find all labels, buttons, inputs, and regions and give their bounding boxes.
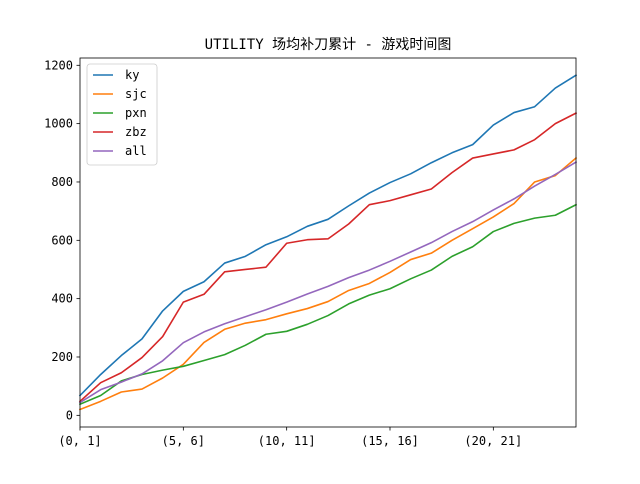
legend: ky sjc pxn zbz all [86, 63, 158, 166]
series-line-zbz [78, 112, 578, 403]
x-tick-label: (5, 6] [162, 434, 205, 448]
legend-label-zbz: zbz [125, 125, 147, 139]
legend-label-ky: ky [125, 68, 139, 82]
axes: 0 200 400 600 800 1000 1200 (0, 1] (5, 6] (10, 11… [44, 57, 577, 448]
x-tick-label: (0, 1] [58, 434, 101, 448]
y-tick-label: 400 [51, 292, 73, 306]
y-tick-label: 200 [51, 350, 73, 364]
legend-label-sjc: sjc [125, 87, 147, 101]
y-tick-label: 0 [66, 408, 73, 422]
x-tick-label: (10, 11] [258, 434, 316, 448]
x-tick-label: (15, 16] [361, 434, 419, 448]
series-line-pxn [78, 203, 578, 406]
plot-frame [79, 57, 577, 428]
series-line-ky [78, 74, 578, 397]
series-line-sjc [78, 156, 578, 411]
y-tick-label: 600 [51, 233, 73, 247]
y-tick-label: 1200 [44, 58, 73, 72]
series-line-all [78, 161, 578, 404]
x-tick-label: (20, 21] [464, 434, 522, 448]
chart-title: UTILITY 场均补刀累计 - 游戏时间图 [205, 37, 452, 53]
legend-label-all: all [125, 144, 147, 158]
legend-box [86, 63, 158, 166]
plot-area [78, 74, 578, 411]
y-tick-label: 800 [51, 175, 73, 189]
legend-label-pxn: pxn [125, 106, 147, 120]
y-tick-label: 1000 [44, 117, 73, 131]
